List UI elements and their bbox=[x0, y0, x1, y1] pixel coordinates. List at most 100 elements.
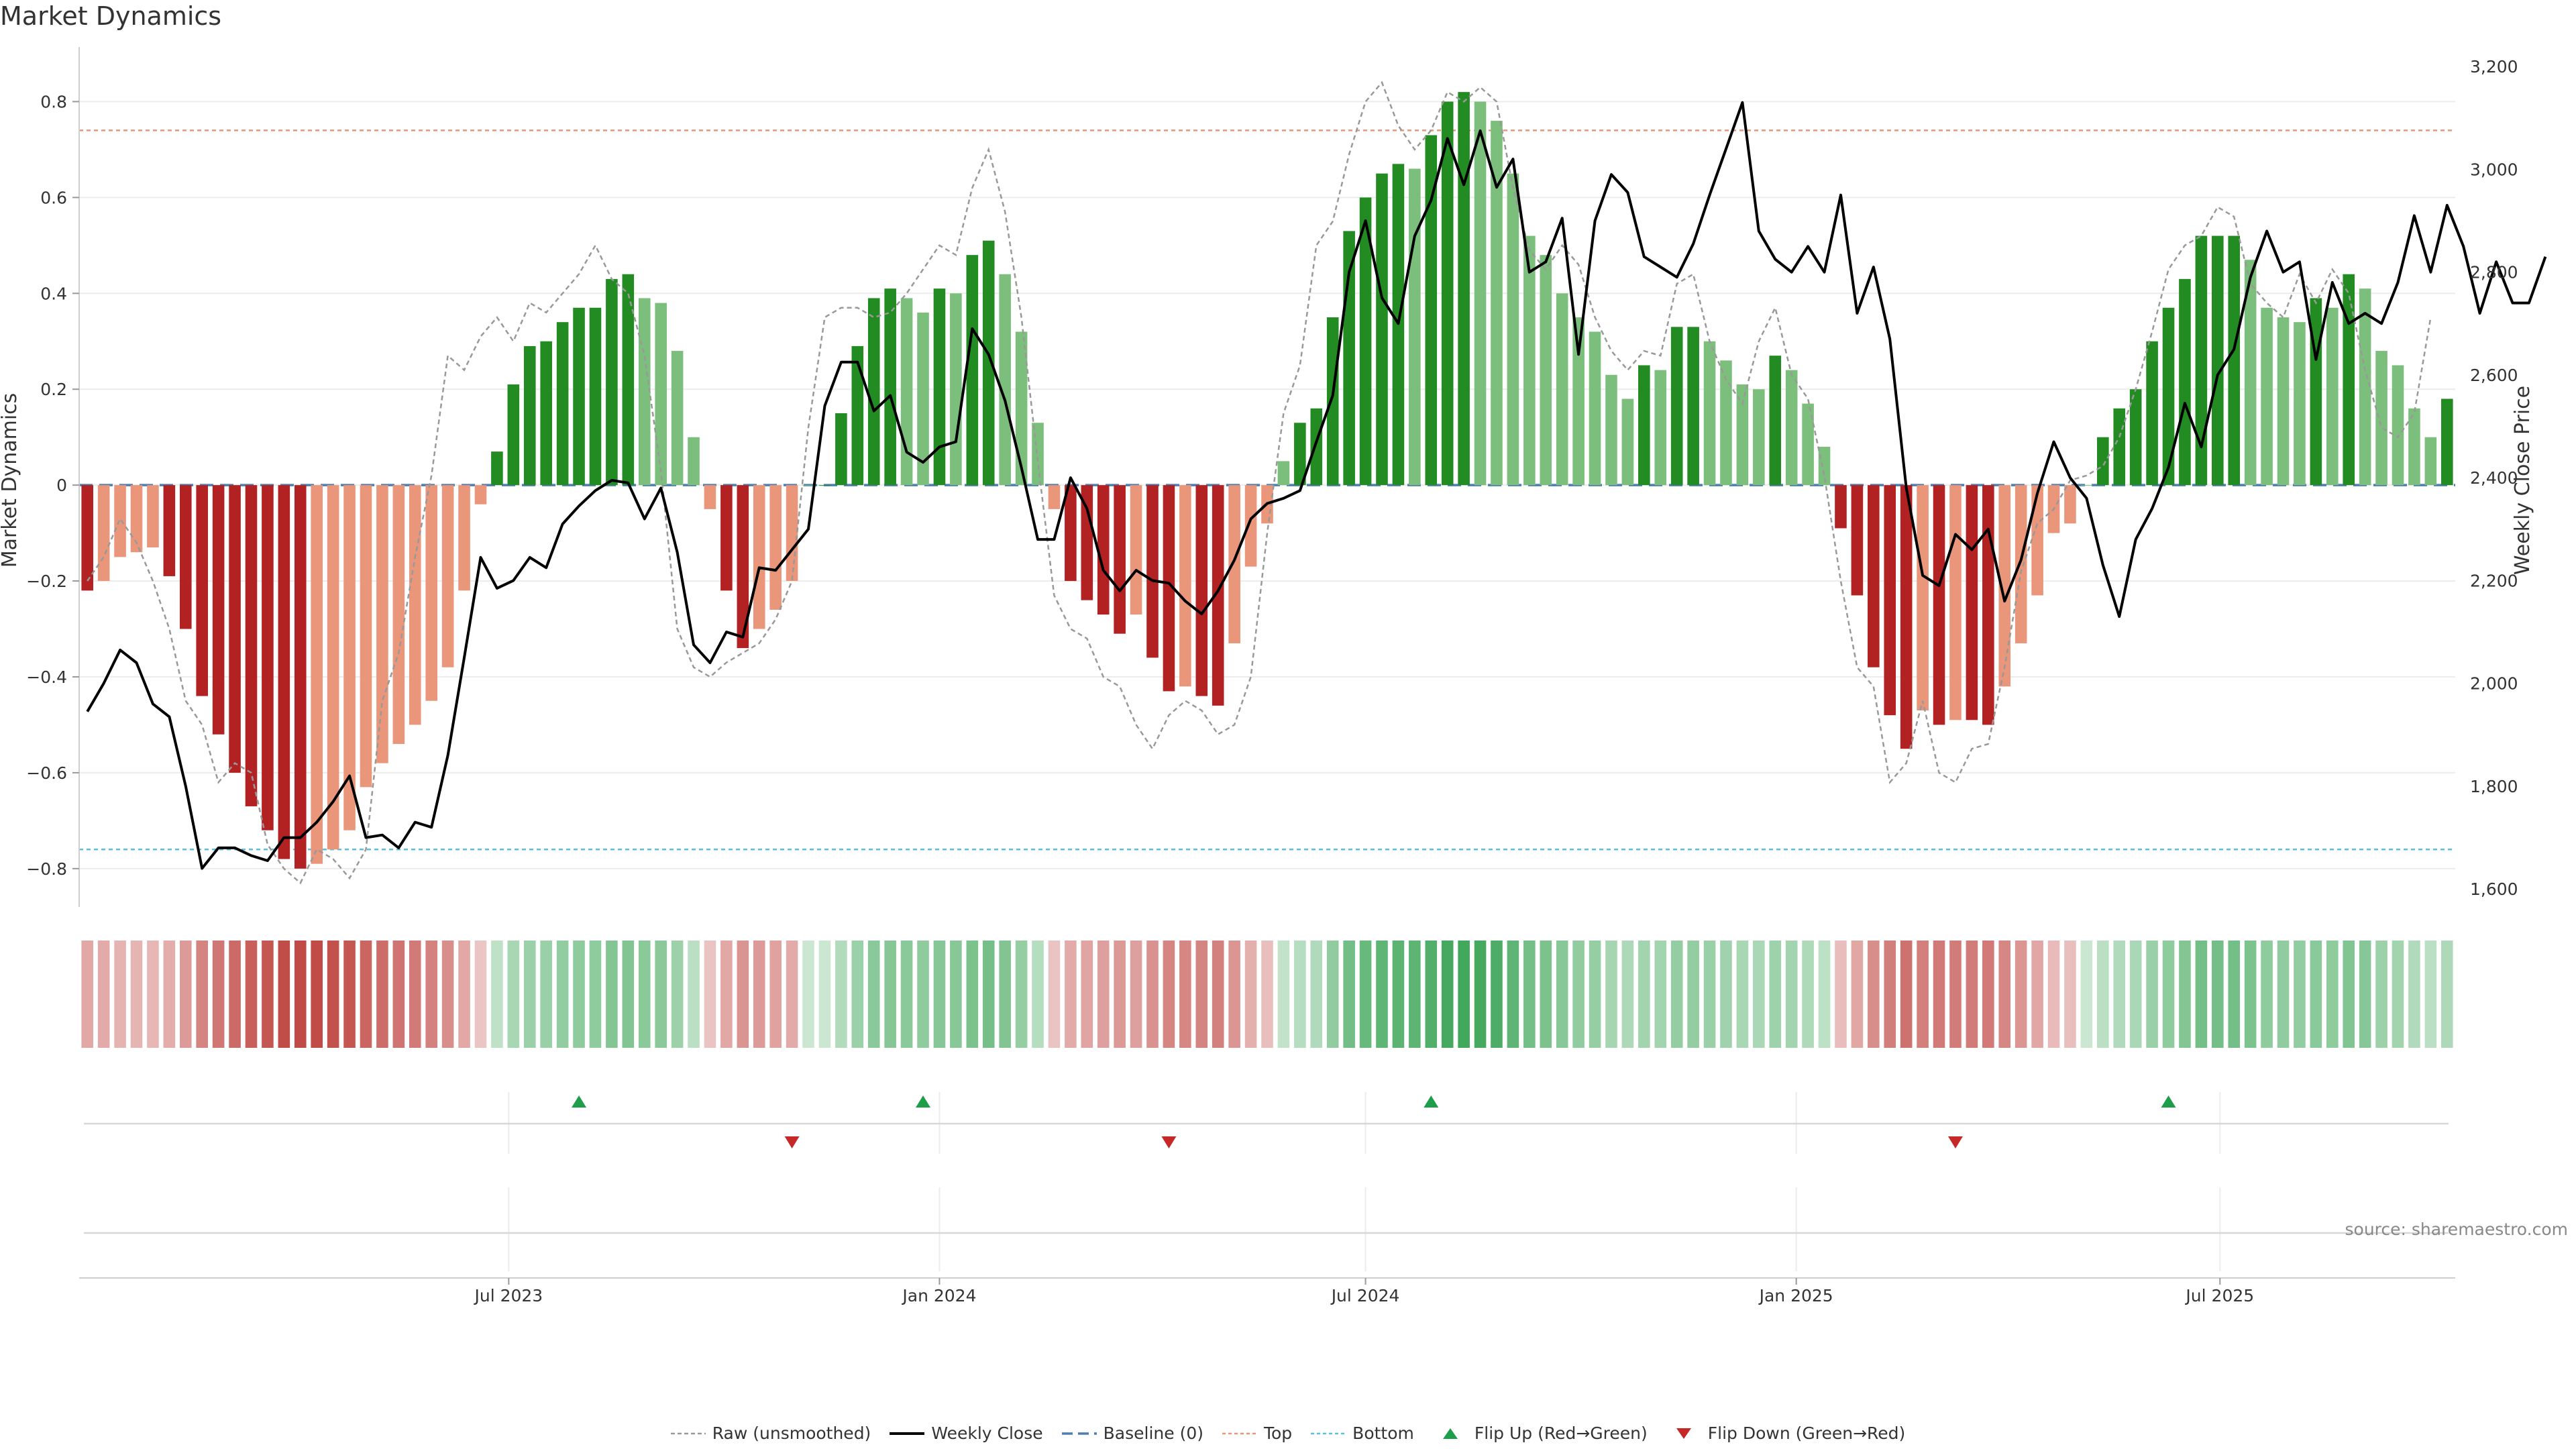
md-bar bbox=[1802, 403, 1814, 486]
heat-cell bbox=[753, 941, 765, 1048]
heat-cell bbox=[1261, 941, 1273, 1048]
heat-cell bbox=[835, 941, 847, 1048]
md-bar bbox=[327, 485, 339, 850]
md-bar bbox=[262, 485, 274, 830]
md-bar bbox=[2294, 322, 2306, 486]
md-bar bbox=[2375, 351, 2387, 486]
heat-cell bbox=[1589, 941, 1601, 1048]
md-bar bbox=[1572, 317, 1585, 486]
legend-item-close: Weekly Close bbox=[890, 1424, 1043, 1443]
md-bar bbox=[1491, 121, 1503, 486]
heat-cell bbox=[655, 941, 667, 1048]
md-bar bbox=[917, 312, 929, 486]
left-tick-label: 0.2 bbox=[40, 380, 67, 399]
legend-swatch bbox=[670, 1432, 706, 1434]
md-bar bbox=[802, 485, 814, 486]
md-bar bbox=[573, 307, 585, 486]
md-bar bbox=[1687, 327, 1699, 486]
heat-cell bbox=[81, 941, 94, 1048]
heat-cell bbox=[1769, 941, 1782, 1048]
legend-label: Raw (unsmoothed) bbox=[712, 1424, 871, 1443]
md-bar bbox=[1032, 423, 1044, 486]
md-bar bbox=[1900, 485, 1913, 749]
weekly-close-line bbox=[86, 101, 2547, 870]
heat-cell bbox=[1195, 941, 1208, 1048]
heat-cell bbox=[114, 941, 126, 1048]
heat-cell bbox=[622, 941, 635, 1048]
md-bar bbox=[1294, 423, 1306, 486]
left-tick-label: −0.6 bbox=[26, 763, 67, 783]
heat-cell bbox=[1114, 941, 1126, 1048]
md-bar bbox=[179, 485, 192, 629]
md-bar bbox=[655, 303, 667, 486]
heat-cell bbox=[441, 941, 454, 1048]
heat-cell bbox=[2310, 941, 2322, 1048]
x-tick-label: Jul 2025 bbox=[2184, 1286, 2254, 1305]
heat-cell bbox=[2129, 941, 2142, 1048]
legend-label: Flip Down (Green→Red) bbox=[1707, 1424, 1906, 1443]
heat-cell bbox=[2408, 941, 2420, 1048]
heat-cell bbox=[1277, 941, 1290, 1048]
heat-cell bbox=[1081, 941, 1093, 1048]
md-bar bbox=[294, 485, 307, 869]
flip-down-marker bbox=[784, 1136, 800, 1148]
md-bar bbox=[933, 288, 946, 486]
heat-cell bbox=[1835, 941, 1847, 1048]
md-bar bbox=[212, 485, 225, 735]
heat-cell bbox=[343, 941, 356, 1048]
md-bar bbox=[688, 437, 700, 486]
heat-cell bbox=[1966, 941, 1978, 1048]
right-tick-label: 2,200 bbox=[2470, 571, 2518, 590]
right-axis-title: Weekly Close Price bbox=[2511, 386, 2534, 575]
md-bar bbox=[1048, 485, 1061, 509]
heat-cell bbox=[966, 941, 979, 1048]
left-tick-label: −0.8 bbox=[26, 859, 67, 879]
md-bar bbox=[982, 240, 995, 486]
left-tick-label: −0.4 bbox=[26, 667, 67, 687]
md-bar bbox=[851, 345, 864, 486]
md-bar bbox=[458, 485, 470, 591]
flip-up-marker bbox=[572, 1095, 587, 1108]
heat-cell bbox=[2047, 941, 2060, 1048]
legend-label: Top bbox=[1263, 1424, 1293, 1443]
md-bar bbox=[1065, 485, 1077, 582]
heat-cell bbox=[1212, 941, 1224, 1048]
md-bar bbox=[2146, 341, 2158, 486]
md-bar bbox=[1359, 197, 1372, 486]
heat-cell bbox=[1621, 941, 1634, 1048]
md-bar bbox=[2310, 298, 2322, 486]
md-bar bbox=[950, 293, 962, 486]
heat-cell bbox=[1507, 941, 1519, 1048]
heat-cell bbox=[2359, 941, 2371, 1048]
heat-cell bbox=[900, 941, 913, 1048]
heat-cell bbox=[2179, 941, 2191, 1048]
md-bar bbox=[1851, 485, 1864, 596]
heat-cell bbox=[1228, 941, 1240, 1048]
heat-cell bbox=[917, 941, 929, 1048]
x-tick-label: Jul 2024 bbox=[1330, 1286, 1400, 1305]
md-bar bbox=[2228, 235, 2241, 486]
heat-cell bbox=[507, 941, 520, 1048]
heat-cell bbox=[2195, 941, 2208, 1048]
md-bar bbox=[966, 255, 979, 486]
heat-cell bbox=[229, 941, 241, 1048]
heat-cell bbox=[573, 941, 585, 1048]
heat-cell bbox=[2031, 941, 2043, 1048]
md-bar bbox=[1458, 92, 1470, 486]
heat-cell bbox=[688, 941, 700, 1048]
md-bar bbox=[343, 485, 356, 830]
md-bar bbox=[884, 288, 896, 486]
heat-cell bbox=[2294, 941, 2306, 1048]
legend-swatch bbox=[1222, 1432, 1257, 1434]
heat-cell bbox=[2162, 941, 2175, 1048]
md-bar bbox=[1949, 485, 1962, 720]
heat-cell bbox=[163, 941, 176, 1048]
md-bar bbox=[1638, 365, 1650, 486]
x-tick-label: Jan 2024 bbox=[901, 1286, 976, 1305]
heat-cell bbox=[2277, 941, 2290, 1048]
md-bar bbox=[1179, 485, 1191, 687]
heat-cell bbox=[245, 941, 258, 1048]
heat-cell bbox=[2212, 941, 2224, 1048]
heat-cell bbox=[1409, 941, 1421, 1048]
heat-cell bbox=[2064, 941, 2076, 1048]
